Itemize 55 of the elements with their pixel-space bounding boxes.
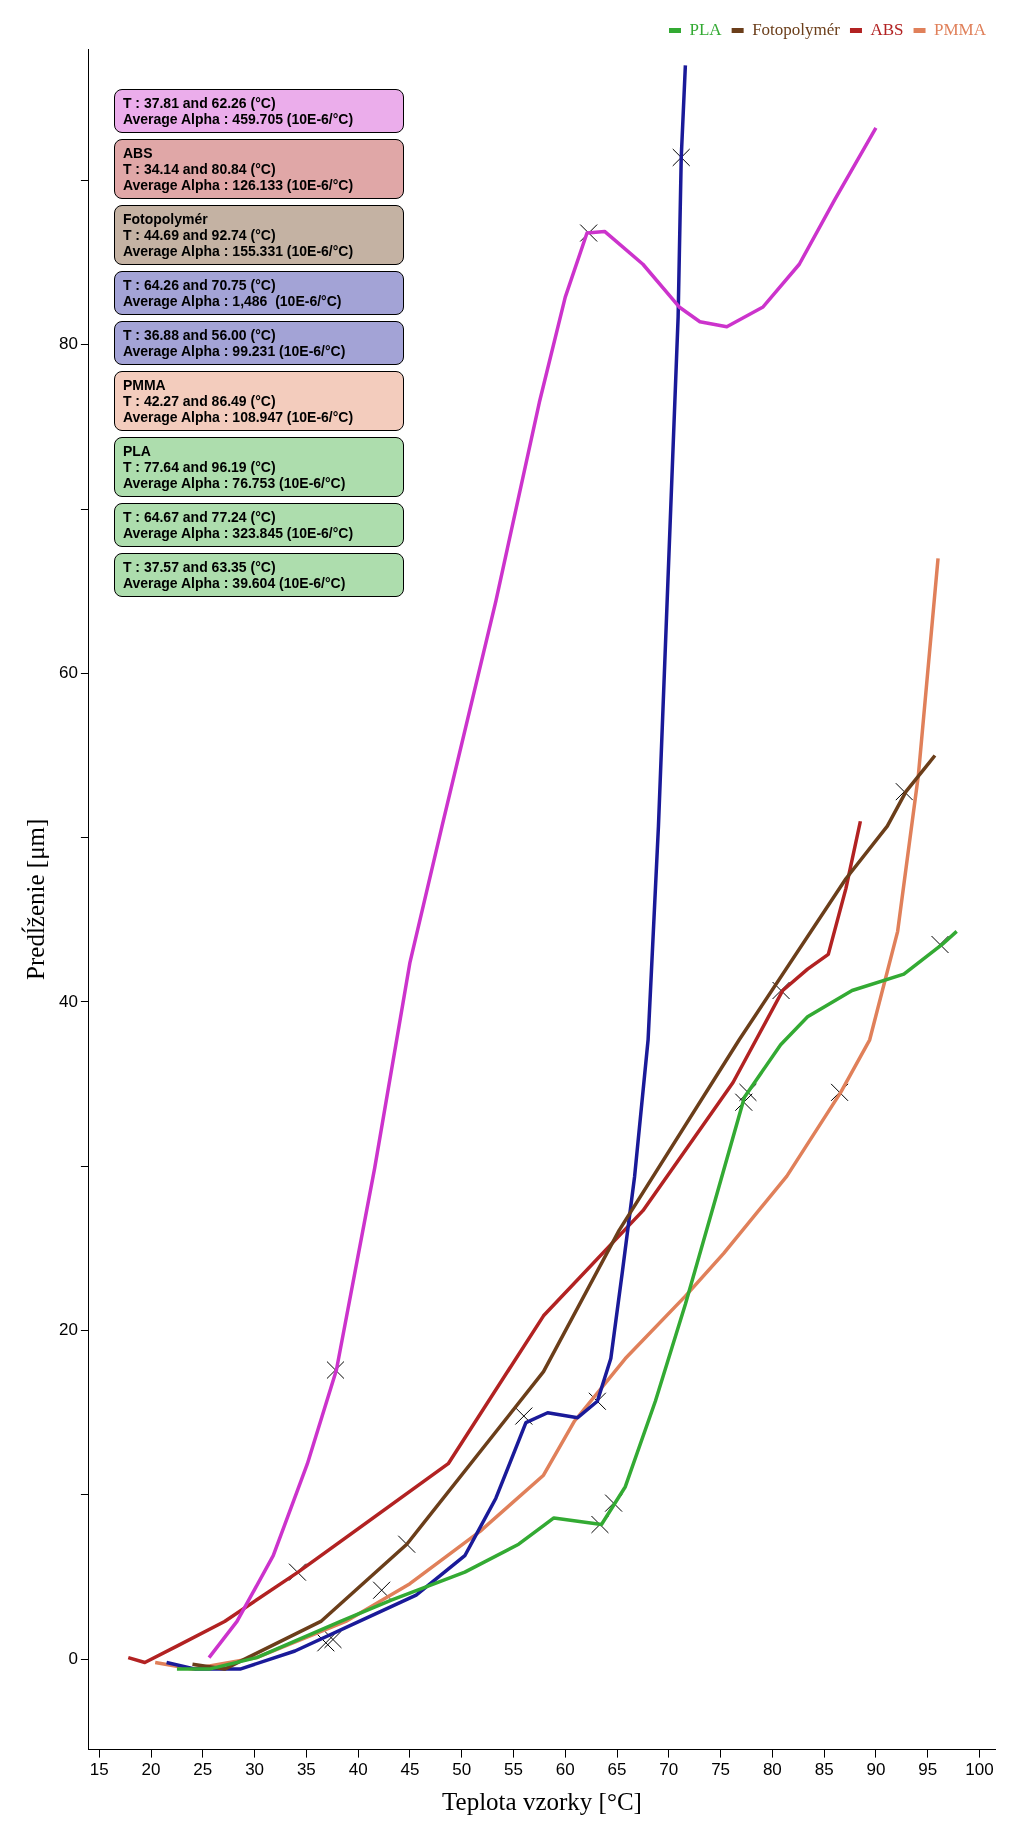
note-box: T : 37.81 and 62.26 (°C) Average Alpha : 459.705 (10E-6/°C) [113, 89, 404, 133]
legend-label: PLA [689, 19, 723, 39]
annotation: T : 37.57 and 63.35 (°C) Average Alpha : 39.604 (10E-6/°C) [122, 559, 347, 591]
y-tick-label: 0 [68, 1648, 78, 1668]
x-tick-label: 95 [918, 1760, 938, 1780]
note-box: PLA T : 77.64 and 96.19 (°C) Average Alpha : 76.753 (10E-6/°C) [113, 437, 404, 497]
note-box: Fotopolymér T : 44.69 and 92.74 (°C) Average Alpha : 155.331 (10E-6/°C) [113, 205, 404, 265]
x-tick-label: 40 [348, 1760, 368, 1780]
y-tick-label: 20 [58, 1320, 78, 1340]
note-box: T : 64.26 and 70.75 (°C) Average Alpha : 1,486 (10E-6/°C) [113, 271, 404, 315]
annotation: T : 36.88 and 56.00 (°C) Average Alpha : 99.231 (10E-6/°C) [122, 327, 347, 359]
y-tick-label: 80 [58, 334, 78, 354]
point [326, 1361, 345, 1380]
annotation: PMMA T : 42.27 and 86.49 (°C) Average Alpha : 108.947 (10E-6/°C) [122, 377, 355, 425]
point [734, 1093, 753, 1112]
x-tick-label: 20 [141, 1760, 161, 1780]
note-box: T : 36.88 and 56.00 (°C) Average Alpha : 99.231 (10E-6/°C) [113, 321, 404, 365]
y-axis-title: Predĺženie [μm] [20, 818, 49, 980]
point [324, 1630, 342, 1649]
x-tick-label: 30 [245, 1760, 265, 1780]
annotation: PLA T : 77.64 and 96.19 (°C) Average Alpha : 76.753 (10E-6/°C) [122, 443, 347, 491]
annotation: T : 37.81 and 62.26 (°C) Average Alpha : 459.705 (10E-6/°C) [122, 95, 355, 127]
annotation: ABS T : 34.14 and 80.84 (°C) Average Alpha : 126.133 (10E-6/°C) [122, 145, 355, 193]
y-tick-label: 40 [58, 991, 78, 1011]
x-tick-label: 85 [814, 1760, 834, 1780]
x-tick-label: 15 [89, 1760, 109, 1780]
point [772, 981, 791, 1000]
note-box: T : 64.67 and 77.24 (°C) Average Alpha : 323.845 (10E-6/°C) [113, 503, 404, 547]
x-axis-title: Teplota vzorky [°C] [442, 1787, 642, 1815]
annotation: Fotopolymér T : 44.69 and 92.74 (°C) Average Alpha : 155.331 (10E-6/°C) [122, 211, 355, 259]
x-tick-label: 100 [965, 1760, 994, 1780]
x-tick-label: 80 [762, 1760, 782, 1780]
legend-label: Fotopolymér [752, 19, 841, 39]
x-tick-label: 25 [193, 1760, 213, 1780]
note-box: PMMA T : 42.27 and 86.49 (°C) Average Alpha : 108.947 (10E-6/°C) [113, 371, 404, 431]
annotation: T : 64.26 and 70.75 (°C) Average Alpha : 1,486 (10E-6/°C) [122, 277, 343, 309]
point [316, 1633, 335, 1652]
x-tick-label: 90 [866, 1760, 886, 1780]
x-tick-label: 50 [452, 1760, 472, 1780]
x-tick-label: 65 [607, 1760, 627, 1780]
note-box: ABS T : 34.14 and 80.84 (°C) Average Alpha : 126.133 (10E-6/°C) [113, 139, 404, 199]
legend-label: ABS [870, 19, 904, 39]
x-tick-label: 55 [504, 1760, 523, 1780]
x-tick-label: 70 [659, 1760, 679, 1780]
x-tick-label: 35 [296, 1760, 316, 1780]
note-box: T : 37.57 and 63.35 (°C) Average Alpha : 39.604 (10E-6/°C) [113, 553, 404, 597]
point [514, 1407, 533, 1426]
point [372, 1581, 391, 1600]
y-tick-label: 60 [58, 663, 78, 683]
legend-label: PMMA [934, 19, 987, 39]
annotation: T : 64.67 and 77.24 (°C) Average Alpha : 323.845 (10E-6/°C) [122, 509, 355, 541]
x-tick-label: 45 [400, 1760, 420, 1780]
x-tick-label: 60 [555, 1760, 575, 1780]
x-tick-label: 75 [711, 1760, 731, 1780]
point [672, 148, 691, 167]
